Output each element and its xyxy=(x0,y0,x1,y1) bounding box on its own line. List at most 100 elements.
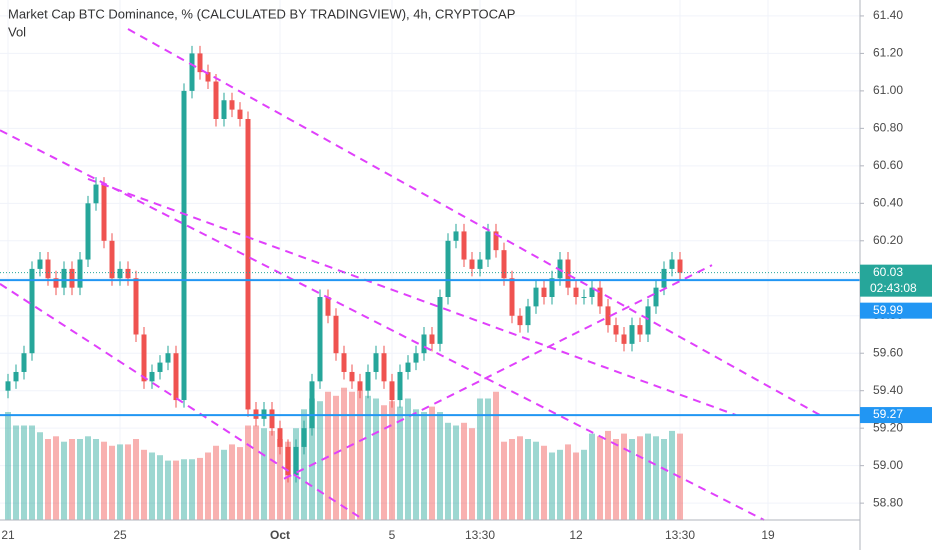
volume-bar xyxy=(29,425,35,520)
candle-body xyxy=(325,297,331,316)
y-tick-label: 61.20 xyxy=(873,46,903,60)
volume-bar xyxy=(189,459,195,520)
candle-body xyxy=(77,259,83,288)
candle-body xyxy=(357,381,363,391)
x-tick-label: 5 xyxy=(389,528,396,542)
candle-body xyxy=(677,259,683,273)
volume-bar xyxy=(261,428,267,520)
y-tick-label: 60.40 xyxy=(873,195,903,209)
candle-body xyxy=(333,315,339,354)
candle-body xyxy=(413,353,419,363)
trend-line xyxy=(0,129,765,521)
volume-bar xyxy=(301,409,307,520)
volume-bar xyxy=(517,436,523,520)
volume-bar xyxy=(613,439,619,520)
volume-bar xyxy=(453,425,459,520)
volume-bar xyxy=(501,441,507,520)
y-tick-label: 59.40 xyxy=(873,383,903,397)
volume-bar xyxy=(405,398,411,520)
trend-line xyxy=(127,28,821,416)
candle-body xyxy=(61,268,67,288)
candle-body xyxy=(469,259,475,269)
volume-bar xyxy=(541,445,547,520)
candle-body xyxy=(573,287,579,298)
volume-bar xyxy=(389,401,395,520)
volume-bar xyxy=(365,395,371,520)
price-line-label: 59.27 xyxy=(873,407,903,421)
last-price-label-bg xyxy=(860,264,932,297)
volume-bar xyxy=(157,455,163,520)
candle-body xyxy=(269,409,275,429)
x-tick-label: Oct xyxy=(270,528,290,542)
candle-body xyxy=(445,240,451,298)
volume-bar xyxy=(269,430,275,520)
candle-body xyxy=(509,278,515,316)
volume-bar xyxy=(333,395,339,520)
volume-bar xyxy=(277,439,283,520)
candle-body xyxy=(181,90,187,401)
candle-body xyxy=(517,315,523,326)
candle-body xyxy=(285,446,291,476)
candle-body xyxy=(69,268,75,288)
volume-bar xyxy=(485,398,491,520)
candle-body xyxy=(309,381,315,429)
volume-bar xyxy=(621,433,627,520)
candle-body xyxy=(165,353,171,363)
volume-bar xyxy=(565,444,571,520)
y-tick-label: 60.80 xyxy=(873,121,903,135)
candle-body xyxy=(429,334,435,344)
volume-bar xyxy=(573,452,579,520)
volume-bar xyxy=(109,445,115,520)
candle-body xyxy=(421,334,427,354)
y-tick-label: 61.00 xyxy=(873,83,903,97)
volume-bar xyxy=(397,406,403,520)
volume-bar xyxy=(381,405,387,520)
volume-bar xyxy=(661,439,667,520)
volume-bar xyxy=(637,436,643,520)
y-tick-label: 59.60 xyxy=(873,345,903,359)
candle-body xyxy=(461,231,467,260)
candle-body xyxy=(173,353,179,401)
candle-body xyxy=(341,353,347,372)
y-tick-label: 59.00 xyxy=(873,458,903,472)
candle-body xyxy=(597,287,603,307)
candle-body xyxy=(389,381,395,401)
volume-bar xyxy=(125,444,131,520)
y-tick-label: 58.80 xyxy=(873,495,903,509)
volume-label: Vol xyxy=(8,24,26,39)
candle-body xyxy=(317,297,323,382)
x-tick-label: 13:30 xyxy=(665,528,695,542)
volume-bar xyxy=(525,439,531,520)
x-tick-label: 25 xyxy=(113,528,127,542)
volume-bar xyxy=(77,439,83,520)
countdown-label: 02:43:08 xyxy=(870,281,917,295)
candle-body xyxy=(589,287,595,298)
volume-bar xyxy=(461,422,467,520)
volume-bar xyxy=(13,425,19,520)
volume-bar xyxy=(373,398,379,520)
price-line-label: 59.99 xyxy=(873,303,903,317)
volume-bar xyxy=(37,432,43,520)
x-tick-label: 13:30 xyxy=(465,528,495,542)
trend-line xyxy=(0,283,365,521)
volume-bar xyxy=(133,439,139,520)
y-tick-label: 60.20 xyxy=(873,233,903,247)
candle-body xyxy=(221,100,227,119)
volume-bar xyxy=(605,430,611,520)
candle-body xyxy=(125,268,131,279)
volume-bar xyxy=(429,406,435,520)
volume-bar xyxy=(421,412,427,520)
axes: 58.8059.0059.2059.4059.6059.8060.0060.20… xyxy=(1,8,932,542)
candle-body xyxy=(53,278,59,288)
candle-body xyxy=(13,371,19,382)
candle-body xyxy=(381,353,387,382)
volume-bar xyxy=(549,452,555,520)
candle-body xyxy=(21,353,27,372)
candle-body xyxy=(197,53,203,73)
candle-body xyxy=(349,371,355,382)
candle-body xyxy=(373,353,379,372)
volume-bar xyxy=(469,428,475,520)
candle-body xyxy=(613,325,619,335)
